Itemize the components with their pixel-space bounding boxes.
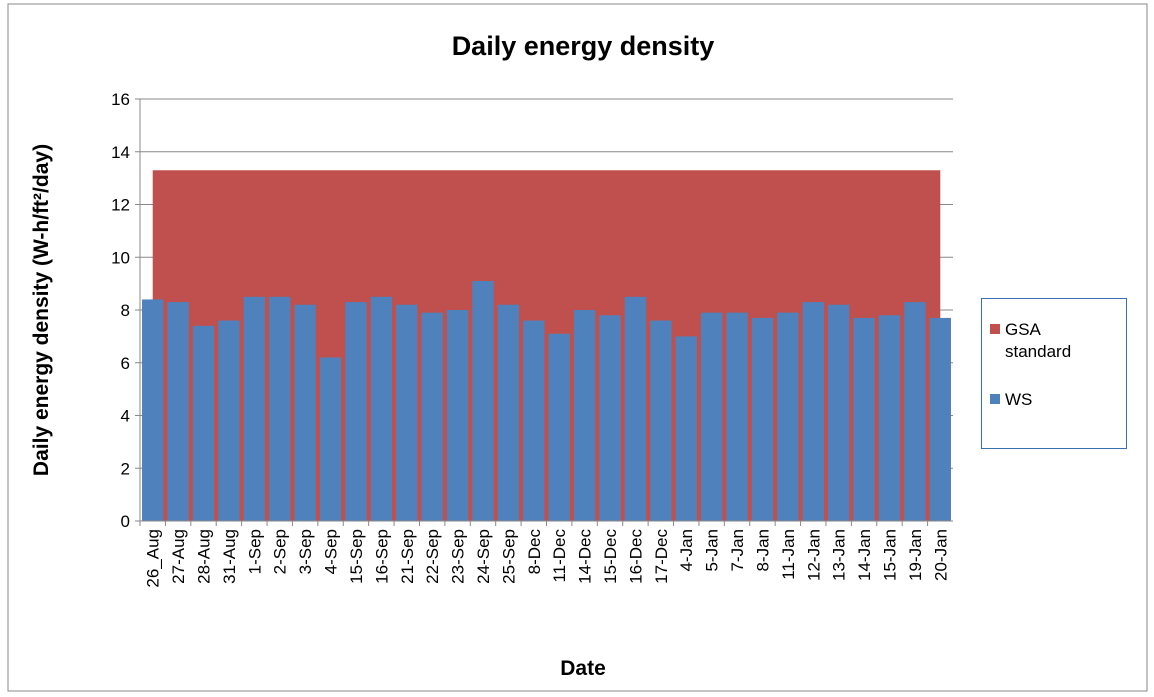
x-tick-label: 19-Jan [906, 529, 925, 581]
bar [751, 317, 774, 521]
legend-label: WS [1005, 390, 1033, 409]
x-tick-label: 13-Jan [830, 529, 849, 581]
x-tick-label: 14-Jan [855, 529, 874, 581]
x-tick-label: 27-Aug [169, 529, 188, 584]
legend-swatch [990, 324, 1000, 334]
chart-frame [7, 3, 1148, 692]
x-axis-title: Date [560, 657, 606, 680]
y-axis-title: Daily energy density (W-h/ft²/day) [30, 144, 53, 476]
y-tick-label: 4 [121, 407, 130, 426]
x-tick-label: 4-Jan [677, 529, 696, 572]
x-tick-label: 31-Aug [220, 529, 239, 584]
bar [218, 320, 240, 521]
x-tick-label: 1-Sep [245, 529, 264, 574]
x-tick-label: 14-Dec [576, 529, 595, 584]
x-tick-label: 4-Sep [322, 529, 341, 574]
bar [294, 304, 316, 521]
legend-entry: WS [990, 389, 1120, 411]
bar [802, 302, 824, 521]
x-tick-label: 5-Jan [703, 529, 722, 572]
y-tick-label: 16 [111, 90, 130, 109]
bar [904, 302, 926, 521]
y-tick-label: 6 [121, 354, 130, 373]
bar [192, 325, 215, 521]
x-tick-label: 11-Dec [550, 529, 569, 583]
y-tick-label: 10 [111, 248, 130, 267]
y-tick-label: 0 [121, 512, 130, 531]
x-tick-label: 23-Sep [449, 529, 468, 584]
bar [319, 357, 342, 521]
bar [624, 296, 647, 521]
bar [853, 317, 875, 521]
x-tick-label: 12-Jan [804, 529, 823, 581]
x-tick-label: 20-Jan [931, 529, 950, 581]
bar [878, 315, 901, 521]
x-tick-label: 7-Jan [728, 529, 747, 572]
x-tick-label: 24-Sep [474, 529, 493, 584]
bar [828, 304, 850, 521]
bar [675, 336, 697, 521]
bar [446, 310, 469, 521]
x-tick-label: 15-Sep [347, 529, 366, 584]
bar [269, 296, 291, 521]
bar [650, 320, 672, 521]
legend-swatch [990, 394, 1000, 404]
bar [523, 320, 545, 521]
x-tick-label: 16-Dec [626, 529, 645, 584]
y-tick-label: 14 [111, 143, 130, 162]
x-tick-label: 15-Jan [880, 529, 899, 581]
bar [396, 304, 418, 521]
x-tick-label: 28-Aug [195, 529, 214, 584]
legend: GSA standard WS [981, 298, 1127, 449]
bar [472, 280, 494, 521]
y-tick-label: 2 [121, 459, 130, 478]
x-tick-label: 11-Jan [779, 529, 798, 580]
x-tick-label: 21-Sep [398, 529, 417, 584]
x-tick-label: 15-Dec [601, 529, 620, 584]
bar [243, 296, 265, 521]
bar [929, 317, 951, 521]
bar [421, 312, 443, 521]
x-tick-label: 22-Sep [423, 529, 442, 584]
x-tick-label: 26_Aug [144, 529, 163, 588]
legend-entry: GSA standard [990, 319, 1120, 363]
bar [573, 310, 596, 521]
bar [548, 333, 570, 521]
y-tick-label: 8 [121, 301, 130, 320]
bar [599, 315, 621, 521]
bar [700, 312, 723, 521]
bar [777, 312, 799, 521]
bar [726, 312, 748, 521]
x-tick-label: 3-Sep [296, 529, 315, 574]
x-tick-label: 25-Sep [499, 529, 518, 584]
x-tick-label: 17-Dec [652, 529, 671, 584]
x-tick-label: 8-Jan [753, 529, 772, 572]
bar [142, 299, 164, 521]
x-tick-label: 2-Sep [271, 529, 290, 574]
bar [497, 304, 520, 521]
legend-label: GSA standard [1005, 320, 1072, 361]
chart-title: Daily energy density [452, 31, 715, 61]
bar [370, 296, 393, 521]
x-tick-label: 16-Sep [372, 529, 391, 584]
bar [345, 302, 367, 521]
bar [167, 302, 189, 521]
x-tick-label: 8-Dec [525, 529, 544, 575]
y-tick-label: 12 [111, 196, 130, 215]
